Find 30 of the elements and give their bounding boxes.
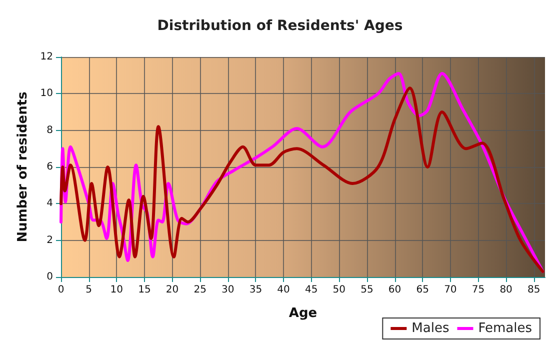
x-tick-label: 20 xyxy=(166,284,179,296)
x-tick-label: 25 xyxy=(194,284,206,296)
x-tick-label: 40 xyxy=(277,284,290,296)
x-tick-label: 50 xyxy=(332,284,346,296)
legend-label: Males xyxy=(412,321,450,336)
x-tick-label: 10 xyxy=(110,284,123,296)
x-tick-label: 35 xyxy=(249,284,262,296)
y-tick-label: 8 xyxy=(46,124,53,136)
y-tick-label: 0 xyxy=(46,272,53,282)
y-tick-label: 4 xyxy=(46,198,53,210)
x-tick-label: 85 xyxy=(528,284,540,296)
x-tick-label: 60 xyxy=(388,284,402,296)
x-tick-label: 5 xyxy=(86,284,92,296)
y-tick-label: 2 xyxy=(46,234,53,246)
y-tick-label: 10 xyxy=(40,88,53,100)
x-tick-label: 65 xyxy=(416,284,429,296)
x-axis-title: Age xyxy=(288,306,318,321)
x-tick-label: 45 xyxy=(304,284,318,296)
x-tick-label: 75 xyxy=(472,284,485,296)
y-axis-title: Number of residents xyxy=(15,91,30,242)
x-tick-label: 55 xyxy=(360,284,374,296)
y-tick-label: 6 xyxy=(46,162,53,172)
x-tick-label: 80 xyxy=(500,284,512,296)
legend-label: Females xyxy=(478,321,532,336)
x-tick-label: 30 xyxy=(222,284,234,296)
chart-title: Distribution of Residents' Ages xyxy=(157,18,403,34)
y-tick-label: 12 xyxy=(40,52,53,62)
x-tick-label: 70 xyxy=(444,284,457,296)
x-tick-label: 15 xyxy=(138,284,151,296)
x-tick-label: 0 xyxy=(58,284,64,296)
